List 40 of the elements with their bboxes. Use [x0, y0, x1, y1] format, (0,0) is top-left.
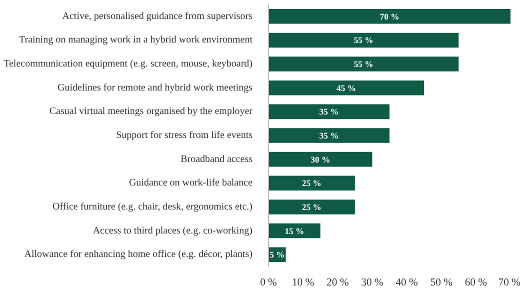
y-tick-label: Active, personalised guidance from supervisors	[62, 10, 253, 22]
x-tick-label: 0 %	[260, 278, 278, 288]
y-tick-label: Allowance for enhancing home office (e.g. décor, plants)	[24, 249, 253, 260]
data-label: 25 %	[302, 202, 322, 212]
y-tick-label: Access to third places (e.g. co-working)	[92, 225, 253, 236]
data-label: 30 %	[310, 154, 330, 164]
data-label: 45 %	[336, 82, 356, 93]
x-tick-label: 70 %	[498, 278, 520, 288]
data-label: 5 %	[270, 250, 285, 260]
y-tick-label: Office furniture (e.g. chair, desk, ergonomics etc.)	[52, 201, 253, 212]
data-label: 25 %	[302, 178, 322, 188]
x-tick-label: 50 %	[430, 278, 453, 288]
x-tick-label: 30 %	[361, 278, 384, 288]
data-label: 35 %	[319, 106, 339, 117]
bar	[268, 152, 372, 167]
bar	[268, 223, 320, 238]
y-tick-label: Guidelines for remote and hybrid work meetings	[58, 82, 253, 94]
x-tick-label: 60 %	[464, 278, 488, 288]
data-label: 15 %	[284, 226, 304, 236]
data-label: 70 %	[380, 11, 400, 22]
x-tick-label: 20 %	[326, 278, 349, 288]
bar	[268, 32, 459, 48]
bar	[268, 176, 355, 191]
x-tick-label: 40 %	[396, 278, 418, 288]
data-label: 35 %	[319, 130, 339, 140]
y-tick-label: Broadband access	[180, 154, 253, 165]
y-tick-label: Telecommunication equipment (e.g. screen, mouse, keyboard)	[4, 58, 252, 70]
bar	[268, 9, 510, 24]
y-tick-label: Guidance on work-life balance	[128, 178, 254, 189]
bar	[268, 200, 355, 214]
y-tick-label: Support for stress from life events	[116, 130, 253, 141]
data-label: 55 %	[354, 35, 374, 46]
bar	[268, 56, 459, 72]
y-tick-label: Casual virtual meetings organised by the employer	[49, 106, 254, 118]
x-tick-label: 10 %	[292, 278, 314, 288]
bar	[268, 80, 424, 96]
bar	[268, 104, 390, 120]
data-label: 55 %	[354, 59, 374, 70]
bar	[268, 128, 390, 143]
y-tick-label: Training on managing work in a hybrid work environment	[19, 34, 253, 46]
